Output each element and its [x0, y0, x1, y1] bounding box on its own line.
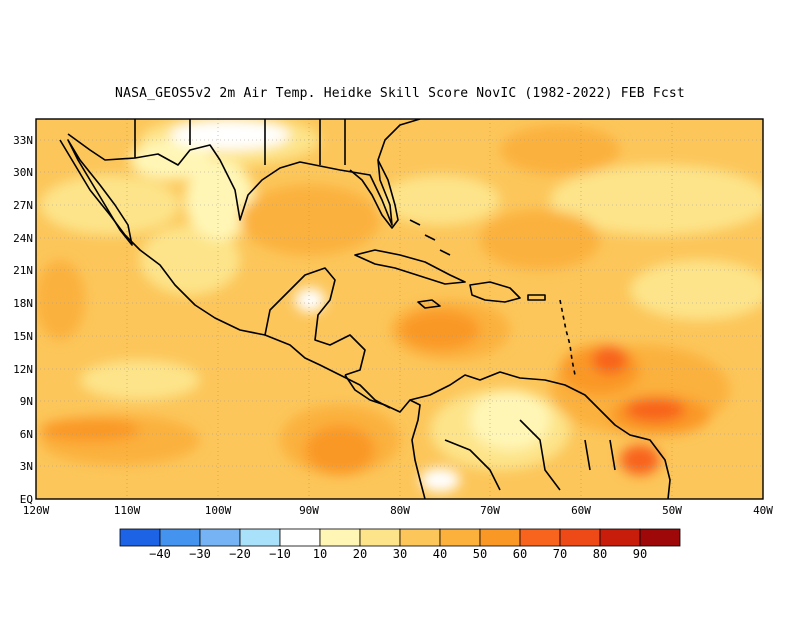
colorbar-swatch	[319, 528, 361, 547]
field-patch	[140, 225, 240, 295]
lat-tick-label: EQ	[20, 493, 33, 506]
colorbar-label: −10	[269, 547, 291, 561]
lat-tick-label: 27N	[13, 199, 33, 212]
field-patch	[400, 310, 480, 350]
colorbar-swatch	[279, 528, 321, 547]
field-patch	[36, 260, 85, 340]
colorbar-swatch	[479, 528, 521, 547]
field-patch	[240, 185, 380, 255]
colorbar-label: 50	[473, 547, 487, 561]
colorbar-label: −40	[149, 547, 171, 561]
lat-tick-label: 24N	[13, 232, 33, 245]
field-patch	[305, 425, 375, 475]
field-patch	[620, 445, 660, 475]
colorbar-label: 70	[553, 547, 567, 561]
bahamas	[409, 219, 451, 256]
field-patch	[170, 120, 290, 150]
lat-tick-label: 9N	[20, 395, 33, 408]
pacific-coast	[59, 139, 391, 409]
central-america-coast	[344, 374, 426, 499]
lat-tick-label: 21N	[13, 264, 33, 277]
field-patch	[630, 260, 763, 320]
yucatan-coast	[264, 267, 366, 376]
lon-tick-label: 80W	[390, 504, 410, 517]
skill-score-field	[36, 119, 763, 499]
colorbar: −40 −30 −20 −10 10 20 30 40 50 60 70 80 90	[119, 528, 681, 561]
lon-tick-label: 70W	[480, 504, 500, 517]
colorbar-label: −30	[189, 547, 211, 561]
lon-tick-label: 60W	[571, 504, 591, 517]
colorbar-label: 80	[593, 547, 607, 561]
colorbar-swatch	[519, 528, 561, 547]
lat-tick-label: 18N	[13, 297, 33, 310]
cuba	[354, 249, 466, 285]
colorbar-swatch	[599, 528, 641, 547]
map-frame	[35, 118, 764, 500]
field-patch	[550, 165, 763, 235]
lon-axis: 120W 110W 100W 90W 80W 70W 60W 50W 40W	[23, 504, 774, 517]
field-patch	[500, 125, 620, 175]
colorbar-label: −20	[229, 547, 251, 561]
lon-tick-label: 120W	[23, 504, 50, 517]
gridlines	[36, 119, 763, 499]
lat-tick-label: 12N	[13, 363, 33, 376]
colorbar-swatch	[199, 528, 241, 547]
colorbar-label: 20	[353, 547, 367, 561]
lat-tick-label: 15N	[13, 330, 33, 343]
puerto-rico	[527, 294, 546, 301]
lat-tick-label: 30N	[13, 166, 33, 179]
field-patch	[470, 390, 550, 450]
south-america-coast	[409, 371, 671, 499]
colorbar-label: 10	[313, 547, 327, 561]
field-patch	[625, 398, 685, 422]
lon-tick-label: 40W	[753, 504, 773, 517]
colorbar-label: 30	[393, 547, 407, 561]
lat-axis: EQ 3N 6N 9N 12N 15N 18N 21N 24N 27N 30N …	[13, 134, 33, 506]
us-state-borders	[134, 119, 346, 165]
lon-tick-label: 110W	[114, 504, 141, 517]
lon-tick-label: 50W	[662, 504, 682, 517]
colorbar-swatch	[399, 528, 441, 547]
colorbar-swatch	[359, 528, 401, 547]
gulf-coast	[67, 119, 421, 226]
field-patch	[420, 468, 460, 492]
colorbar-swatch	[439, 528, 481, 547]
colorbar-swatch	[639, 528, 681, 547]
field-patch	[480, 210, 600, 270]
field-patch	[380, 175, 500, 225]
field-patch	[40, 175, 180, 235]
lon-tick-label: 90W	[299, 504, 319, 517]
colorbar-label: 60	[513, 547, 527, 561]
florida-coast	[349, 159, 399, 229]
colorbar-label: 90	[633, 547, 647, 561]
lat-tick-label: 33N	[13, 134, 33, 147]
colorbar-swatch	[559, 528, 601, 547]
coastlines	[59, 119, 671, 499]
colorbar-swatch	[119, 528, 161, 547]
map-title: NASA_GEOS5v2 2m Air Temp. Heidke Skill S…	[115, 86, 685, 101]
field-patch	[40, 418, 140, 442]
colorbar-label: 40	[433, 547, 447, 561]
field-patch	[295, 288, 325, 312]
hispaniola	[469, 281, 521, 303]
country-borders	[444, 419, 616, 491]
jamaica	[417, 299, 441, 309]
colorbar-swatch	[239, 528, 281, 547]
field-patch	[592, 346, 628, 374]
baja-california	[67, 139, 133, 246]
colorbar-swatch	[159, 528, 201, 547]
lat-tick-label: 3N	[20, 460, 33, 473]
lat-tick-label: 6N	[20, 428, 33, 441]
lon-tick-label: 100W	[205, 504, 232, 517]
field-patch	[80, 360, 200, 400]
field-patch	[185, 160, 255, 240]
